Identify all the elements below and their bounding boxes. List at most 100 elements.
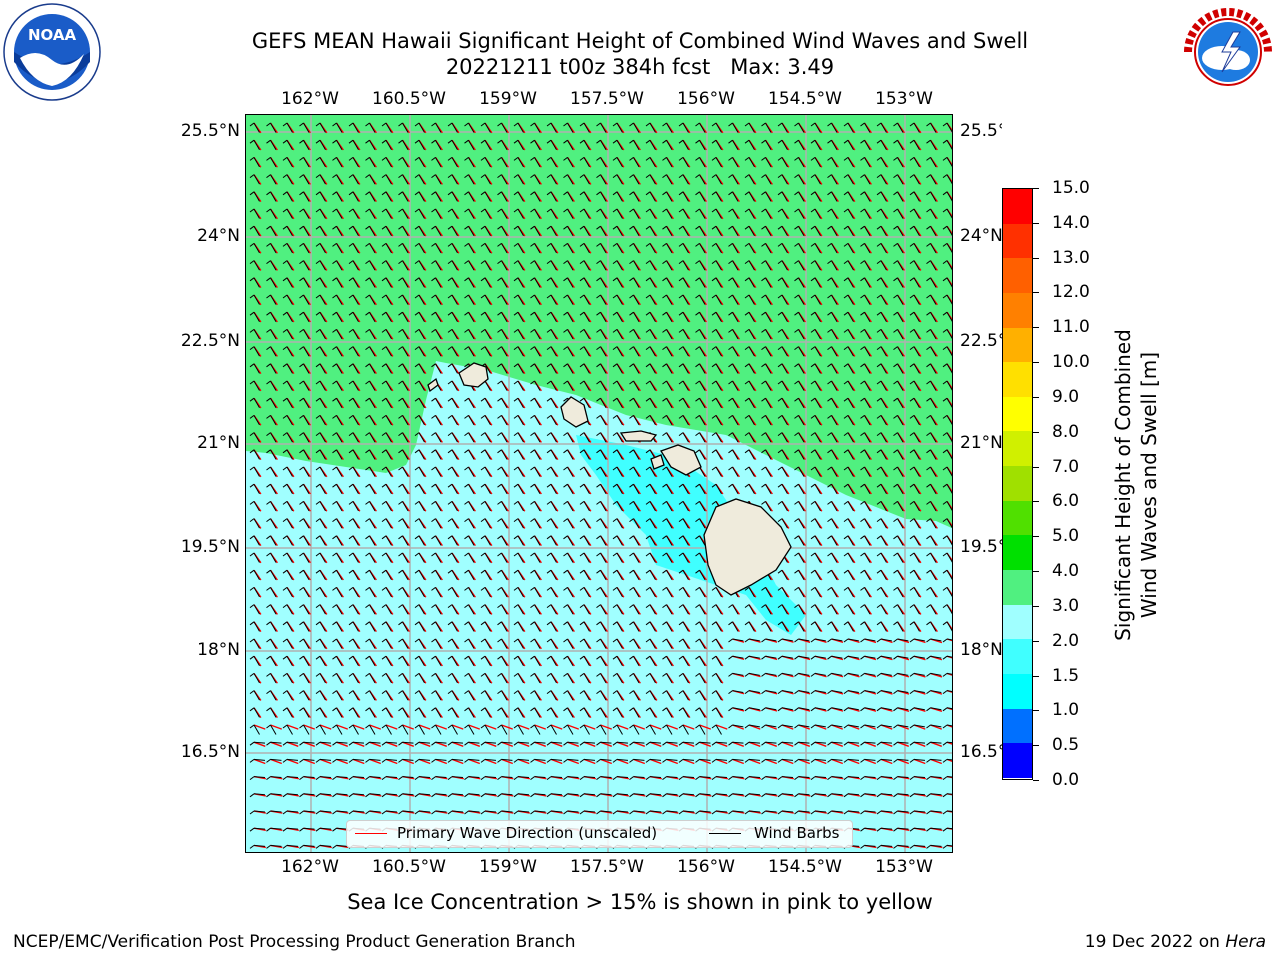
wind-barb-flag — [398, 432, 403, 437]
wind-barb — [616, 277, 623, 288]
wind-barb — [385, 604, 392, 615]
wind-barb-flag — [942, 397, 948, 402]
wind-barb-flag — [398, 174, 403, 178]
wind-barb — [732, 397, 739, 408]
wind-barb-flag — [464, 242, 469, 247]
wind-barb — [253, 122, 260, 133]
wind-barb-flag — [282, 328, 288, 333]
wind-barb-flag — [398, 208, 403, 213]
wind-barb-flag — [249, 707, 255, 712]
wind-barb — [633, 329, 640, 340]
wind-barb — [270, 690, 277, 701]
wind-barb — [946, 329, 952, 340]
wind-barb-flag — [827, 569, 832, 574]
wind-barb-flag — [876, 500, 882, 505]
wind-barb-flag — [563, 242, 568, 247]
wind-barb-flag — [249, 225, 255, 230]
wind-barb-flag — [497, 225, 502, 230]
wind-barb — [798, 690, 810, 694]
lat-label-right: 18°N — [960, 640, 1002, 660]
wind-barb-flag — [447, 724, 453, 729]
wind-barb-flag — [629, 174, 634, 178]
wind-barb-flag — [431, 260, 436, 265]
wind-barb-flag — [563, 535, 568, 540]
wind-barb — [534, 673, 541, 684]
wind-barb — [715, 260, 722, 271]
wind-barb — [748, 432, 755, 443]
wind-barb-flag — [761, 191, 766, 196]
wind-barb-flag — [266, 759, 271, 763]
wind-barb — [913, 621, 920, 632]
wind-barb — [270, 501, 277, 512]
wind-barb — [501, 724, 508, 735]
wind-barb — [336, 638, 343, 649]
wind-barb — [732, 277, 739, 288]
wind-barb — [616, 329, 623, 340]
wind-barb — [864, 621, 871, 632]
wind-barb-flag — [464, 328, 469, 333]
wind-barb-flag — [678, 638, 684, 643]
wind-barb-flag — [695, 157, 700, 161]
wind-barb-flag — [563, 346, 568, 351]
wind-barb — [468, 311, 475, 322]
wind-barb — [616, 587, 623, 598]
wind-barb-flag — [348, 673, 354, 677]
wind-barb — [336, 277, 343, 288]
wind-barb — [715, 758, 728, 761]
wind-barb-flag — [480, 432, 486, 437]
wind-barb-flag — [398, 707, 403, 712]
wave-direction-arrow — [468, 741, 481, 747]
wind-barb-flag — [678, 260, 684, 265]
wind-barb-flag — [546, 139, 552, 144]
wind-barb-flag — [629, 208, 634, 213]
wind-barb-flag — [249, 466, 255, 471]
wind-barb — [798, 311, 805, 322]
wind-barb-flag — [332, 139, 337, 144]
wind-barb-flag — [629, 397, 634, 402]
wind-barb-flag — [926, 380, 931, 385]
wind-barb — [831, 311, 838, 322]
wind-barb — [814, 724, 826, 728]
wind-barb-flag — [926, 690, 931, 694]
wind-barb-flag — [381, 707, 387, 712]
wind-barb — [781, 397, 788, 408]
wind-barb — [814, 569, 821, 580]
wind-barb-flag — [332, 363, 337, 368]
wind-barb — [435, 208, 442, 219]
wind-barb — [484, 277, 491, 288]
wind-barb-flag — [942, 174, 948, 178]
wind-barb-flag — [678, 569, 684, 574]
wave-direction-arrow — [946, 741, 952, 745]
wind-barb — [385, 621, 392, 632]
wind-barb — [319, 501, 326, 512]
wind-barb — [699, 518, 706, 529]
wind-barb — [253, 690, 260, 701]
wind-barb — [270, 122, 277, 133]
wind-barb — [501, 604, 508, 615]
wind-barb — [781, 260, 788, 271]
wind-barb — [418, 415, 425, 426]
wind-barb — [649, 174, 656, 185]
wind-barb — [369, 122, 376, 133]
wind-barb-flag — [398, 690, 403, 694]
wind-barb-flag — [678, 328, 684, 333]
wind-barb — [930, 741, 942, 744]
wave-direction-arrow — [286, 724, 299, 730]
wind-barb — [946, 690, 952, 692]
wind-barb — [781, 449, 788, 460]
wind-barb — [946, 380, 952, 391]
wind-barb-flag — [579, 346, 585, 351]
wind-barb — [666, 587, 673, 598]
wave-direction-arrow — [517, 758, 530, 765]
wind-barb — [385, 311, 392, 322]
wind-barb-flag — [827, 724, 832, 729]
wind-barb-flag — [893, 432, 898, 437]
wind-barb-flag — [447, 569, 453, 574]
wind-barb-flag — [431, 139, 436, 144]
wind-barb — [814, 363, 821, 374]
wind-barb — [930, 415, 937, 426]
wind-barb — [699, 225, 706, 236]
wave-direction-arrow — [649, 758, 662, 765]
wind-barb-flag — [893, 586, 898, 591]
wind-barb-flag — [662, 500, 667, 505]
